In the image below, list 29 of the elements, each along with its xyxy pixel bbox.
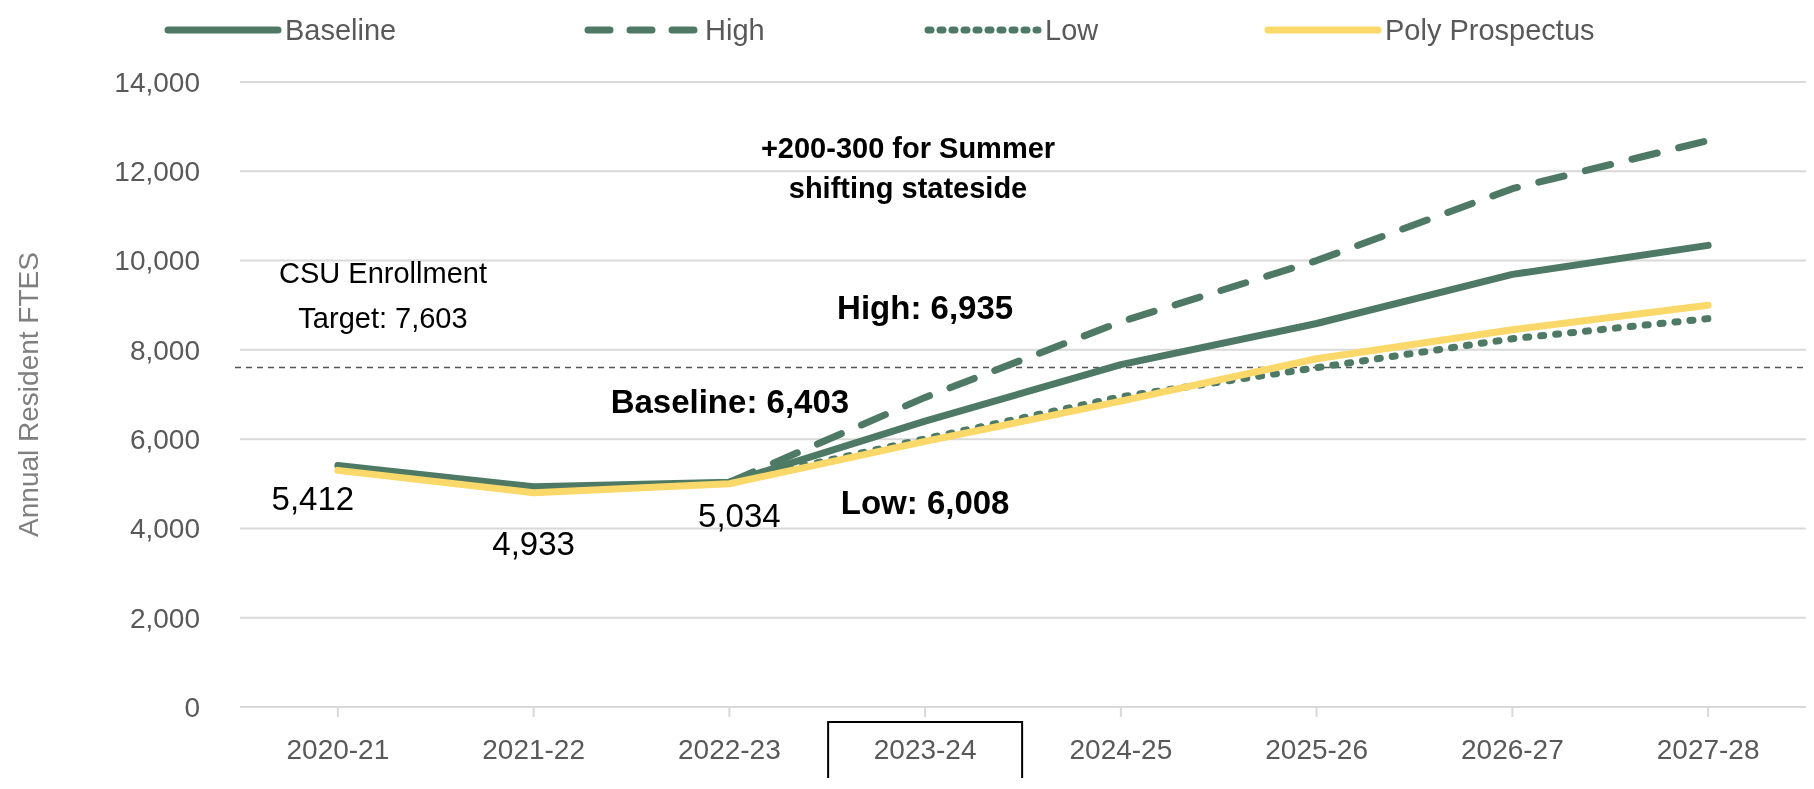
legend-label: Baseline — [285, 14, 397, 47]
data-label: 4,933 — [492, 524, 575, 562]
x-tick-label: 2023-24 — [873, 734, 977, 765]
data-label: 5,034 — [698, 497, 781, 535]
x-tick-label: 2027-28 — [1656, 734, 1760, 765]
annotation: +200-300 for Summer shifting stateside — [760, 132, 1056, 204]
legend-label: Poly Prospectus — [1385, 14, 1595, 47]
y-tick-label: 2,000 — [129, 602, 200, 634]
data-label: 5,412 — [271, 480, 355, 518]
x-tick-label: 2022-23 — [677, 734, 781, 765]
ref-line-label: CSU Enrollment Target: 7,603 — [279, 256, 487, 334]
x-tick-label: 2021-22 — [482, 734, 586, 765]
x-tick-label: 2020-21 — [286, 734, 390, 765]
y-tick-label: 6,000 — [129, 423, 200, 455]
x-tick-label: 2024-25 — [1069, 734, 1173, 765]
y-tick-label: 14,000 — [114, 66, 200, 98]
y-tick-label: 8,000 — [129, 334, 200, 366]
x-tick-label: 2026-27 — [1460, 734, 1564, 765]
legend-label: Low — [1045, 14, 1100, 47]
annotation: Baseline: 6,403 — [610, 383, 850, 421]
y-tick-label: 10,000 — [114, 245, 200, 277]
y-tick-label: 12,000 — [114, 156, 200, 188]
y-tick-label: 4,000 — [129, 513, 200, 545]
x-tick-label: 2025-26 — [1265, 734, 1369, 765]
annotation: Low: 6,008 — [840, 483, 1010, 521]
annotation: High: 6,935 — [837, 289, 1014, 327]
legend-label: High — [705, 14, 765, 47]
y-tick-label: 0 — [184, 691, 200, 723]
y-axis-title: Annual Resident FTES — [13, 252, 44, 537]
